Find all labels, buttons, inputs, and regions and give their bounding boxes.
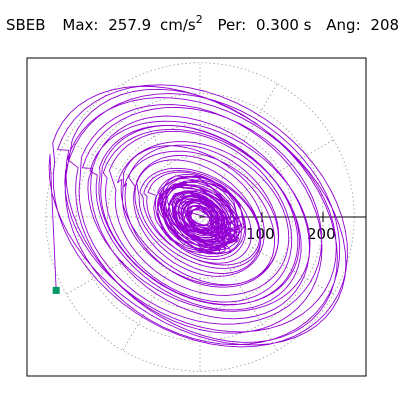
- grid-spoke: [66, 216, 201, 295]
- ang-label: Ang:: [326, 16, 361, 34]
- station-code: SBEB: [6, 16, 46, 34]
- grid-spoke: [122, 83, 201, 218]
- ang-value: 208.5: [370, 16, 400, 34]
- plot-header: SBEB Max: 257.9 cm/s2 Per: 0.300 s Ang: …: [6, 13, 400, 38]
- max-value: 257.9: [108, 16, 152, 34]
- max-unit-text: cm/s: [159, 16, 196, 34]
- per-value: 0.300 s: [255, 16, 312, 34]
- start-point-marker: [52, 286, 60, 294]
- max-label: Max:: [62, 16, 99, 34]
- grid-spoke: [199, 216, 334, 295]
- max-unit-exp: 2: [195, 13, 203, 26]
- max-unit: cm/s2: [159, 13, 203, 34]
- grid-spoke: [199, 83, 278, 218]
- orbit-trace: [48, 84, 348, 348]
- orbit-trace-group: [48, 84, 348, 348]
- per-label: Per:: [217, 16, 247, 34]
